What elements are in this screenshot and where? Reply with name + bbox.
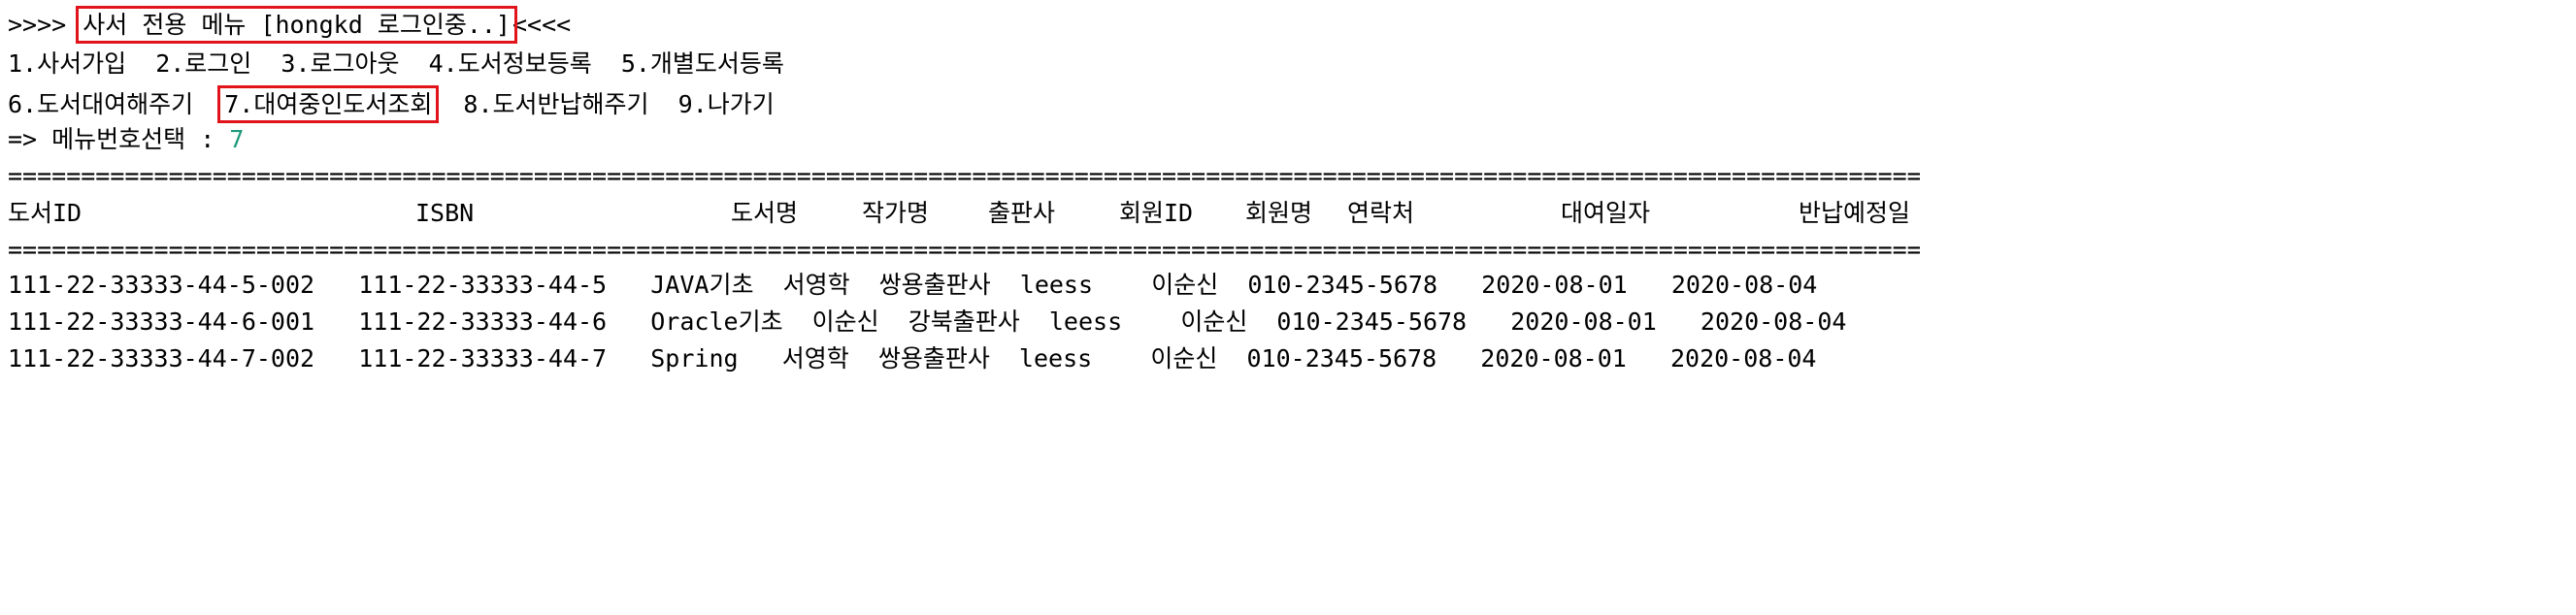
prompt-input-value[interactable]: 7 (229, 125, 245, 153)
col-header-member-id: 회원ID (1119, 199, 1194, 227)
col-header-rental-date: 대여일자 (1561, 199, 1651, 227)
col-header-author: 작가명 (862, 199, 930, 227)
separator-top: ========================================… (8, 162, 1920, 190)
col-header-contact: 연락처 (1347, 199, 1415, 227)
col-header-publisher: 출판사 (988, 199, 1056, 227)
col-header-due-date: 반납예정일 (1799, 199, 1911, 227)
menu-prompt[interactable]: => 메뉴번호선택 : 7 (8, 122, 244, 157)
col-header-title: 도서명 (731, 199, 799, 227)
header-title: 사서 전용 메뉴 [hongkd 로그인중..] (76, 6, 517, 44)
menu-line-2: 6.도서대여해주기 7.대여중인도서조회 8.도서반납해주기 9.나가기 (8, 85, 775, 123)
table-header-row: 도서ID ISBN 도서명 작가명 출판사 회원ID 회원명 연락처 대여일자 … (8, 196, 1949, 231)
table-row: 111-22-33333-44-5-002 111-22-33333-44-5 … (8, 271, 1818, 299)
menu-line-2-part-a: 6.도서대여해주기 (8, 90, 223, 118)
col-header-book-id: 도서ID (8, 199, 83, 227)
header-suffix: <<<< (512, 11, 572, 39)
menu-header: >>>> 사서 전용 메뉴 [hongkd 로그인중..]<<<< (8, 6, 572, 44)
header-prefix: >>>> (8, 11, 82, 39)
console-output: >>>> 사서 전용 메뉴 [hongkd 로그인중..]<<<< 1.사서가입… (8, 6, 2560, 450)
separator-header: ========================================… (8, 236, 1920, 264)
table-row: 111-22-33333-44-6-001 111-22-33333-44-6 … (8, 308, 1847, 336)
col-header-member-name: 회원명 (1245, 199, 1313, 227)
menu-item-selected: 7.대여중인도서조회 (217, 85, 440, 123)
prompt-label: => 메뉴번호선택 : (8, 125, 230, 153)
menu-line-2-part-b: 8.도서반납해주기 9.나가기 (434, 90, 775, 118)
table-row: 111-22-33333-44-7-002 111-22-33333-44-7 … (8, 344, 1817, 372)
menu-line-1: 1.사서가입 2.로그인 3.로그아웃 4.도서정보등록 5.개별도서등록 (8, 49, 784, 78)
col-header-isbn: ISBN (415, 199, 475, 227)
